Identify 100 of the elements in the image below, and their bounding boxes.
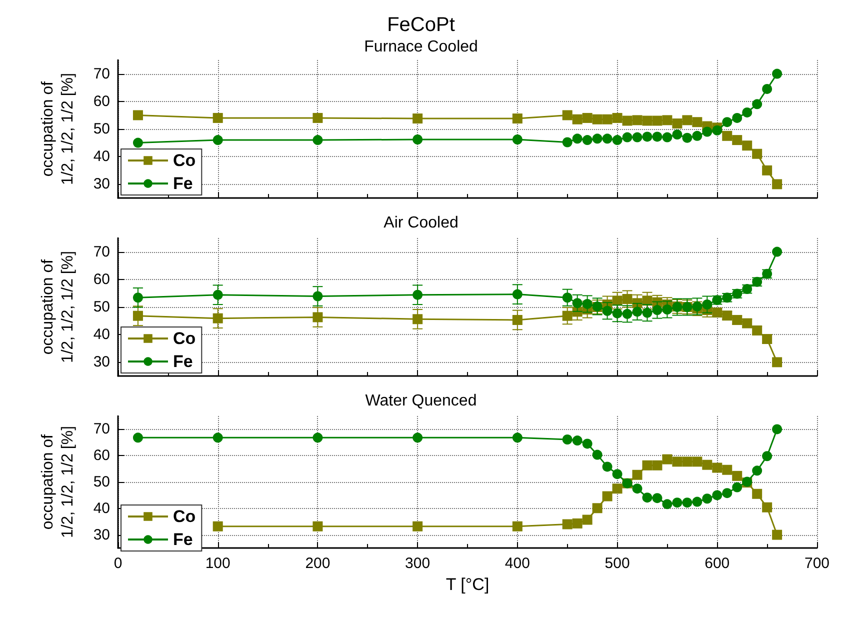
point (512, 289, 522, 300)
point (312, 112, 323, 123)
point (692, 117, 702, 128)
point (682, 498, 692, 508)
point (512, 114, 522, 124)
x-tick-label: 100 (205, 555, 230, 572)
point (722, 130, 732, 141)
y-axis-title: occupation of 1/2, 1/2, 1/2 [%] (40, 72, 76, 186)
point (622, 132, 632, 142)
y-tick-label: 40 (93, 326, 110, 344)
point (562, 110, 572, 120)
point (762, 502, 772, 512)
point (722, 117, 732, 128)
point (622, 294, 632, 304)
point (652, 116, 662, 126)
point (592, 134, 602, 144)
point (652, 460, 662, 470)
point (602, 134, 612, 144)
point (772, 357, 782, 368)
point (612, 469, 622, 480)
point (212, 313, 223, 324)
point (412, 114, 423, 124)
x-axis-title: T [°C] (446, 575, 490, 594)
point (412, 314, 423, 324)
point (132, 432, 143, 443)
point (642, 116, 652, 126)
point (652, 132, 662, 142)
point (762, 84, 772, 94)
point (632, 132, 642, 142)
point (752, 488, 762, 499)
chart-title: Water Quenced (365, 392, 477, 410)
point (702, 126, 712, 137)
point (212, 112, 223, 123)
chart-subtitle: Furnace Cooled (364, 38, 478, 56)
legend-label: Co (173, 329, 196, 348)
y-tick-label: 60 (93, 447, 110, 464)
point (682, 132, 692, 143)
x-tick-label: 600 (704, 555, 730, 572)
y-tick-label: 30 (93, 354, 110, 371)
point (662, 132, 672, 142)
point (602, 462, 612, 472)
y-tick-label: 60 (93, 92, 110, 110)
point (312, 135, 323, 146)
point (672, 498, 682, 508)
point (682, 115, 692, 126)
point (722, 488, 732, 498)
point (312, 432, 323, 443)
point (512, 432, 522, 443)
point (702, 494, 712, 504)
point (632, 470, 642, 480)
point (132, 292, 143, 303)
y-tick-label: 40 (93, 500, 110, 517)
point (572, 518, 582, 528)
legend-label: Fe (173, 174, 193, 193)
x-tick-label: 300 (405, 555, 430, 572)
chart-title: Air Cooled (384, 214, 458, 232)
y-tick-label: 60 (93, 270, 110, 288)
point (592, 450, 602, 460)
point (732, 112, 742, 123)
point (712, 490, 722, 500)
point (572, 436, 582, 446)
point (692, 456, 702, 467)
point (642, 460, 652, 470)
y-tick-label: 50 (93, 120, 110, 138)
point (732, 135, 742, 146)
point (312, 521, 323, 532)
point (582, 514, 592, 525)
x-tick-label: 0 (114, 555, 122, 572)
point (732, 314, 742, 325)
point (772, 179, 782, 190)
point (662, 115, 672, 126)
point (562, 434, 572, 444)
point (602, 114, 612, 124)
point (132, 310, 143, 321)
point (772, 68, 782, 79)
point (692, 496, 702, 507)
y-tick-label: 30 (93, 526, 110, 544)
point (722, 464, 732, 475)
legend-label: Fe (173, 352, 193, 371)
point (592, 114, 602, 124)
point (732, 470, 742, 481)
point (512, 521, 522, 532)
y-tick-label: 70 (93, 65, 110, 82)
point (412, 432, 423, 443)
point (582, 135, 592, 146)
x-tick-label: 500 (604, 555, 630, 572)
point (582, 112, 592, 123)
x-tick-label: 200 (305, 555, 330, 572)
point (702, 460, 712, 470)
point (672, 456, 682, 467)
point (512, 134, 522, 144)
point (612, 484, 622, 494)
point (742, 107, 752, 118)
point (672, 118, 682, 128)
point (772, 424, 782, 434)
point (212, 135, 223, 146)
x-tick-label: 700 (804, 555, 830, 572)
x-tick-label: 400 (504, 555, 530, 572)
point (722, 310, 732, 321)
point (212, 290, 223, 300)
